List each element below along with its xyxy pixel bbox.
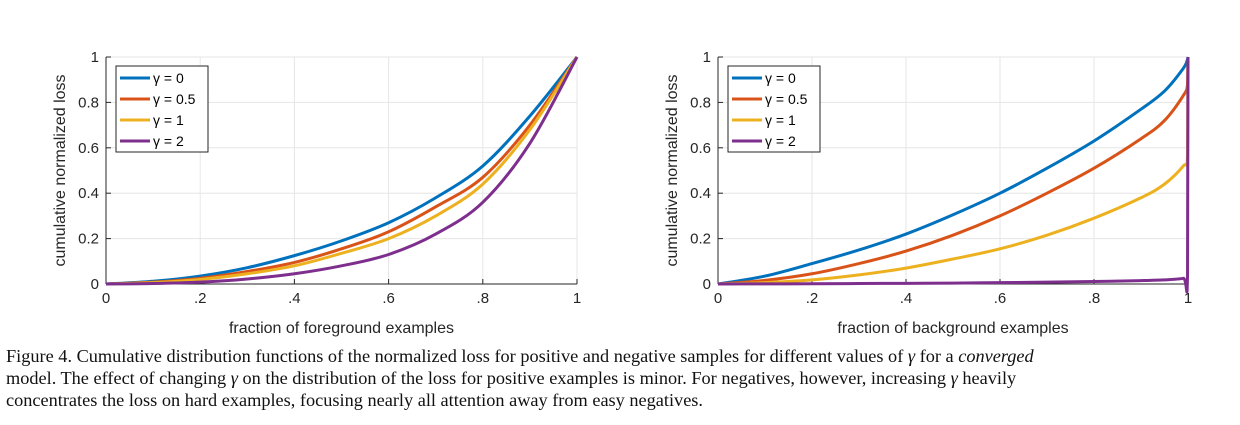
- y-tick-label: 0.8: [690, 94, 711, 111]
- x-tick-label: .4: [900, 290, 913, 307]
- caption-line-3: concentrates the loss on hard examples, …: [6, 389, 1238, 411]
- y-tick-label: 0: [703, 276, 711, 293]
- y-tick-label: 0.6: [690, 140, 711, 157]
- figure-caption: Figure 4. Cumulative distribution functi…: [6, 345, 1238, 411]
- legend-entry: γ = 1: [765, 112, 796, 128]
- y-tick-label: 0.4: [78, 185, 99, 202]
- x-tick-label: .6: [994, 290, 1007, 307]
- legend-entry: γ = 2: [153, 133, 184, 149]
- series-line-2: [105, 56, 579, 286]
- y-tick-label: 0.2: [690, 231, 711, 248]
- caption-text: on the distribution of the loss for posi…: [237, 368, 951, 388]
- legend-box: [115, 65, 209, 153]
- x-tick-label: .8: [477, 290, 490, 307]
- legend-entry: γ = 0: [765, 70, 796, 86]
- x-tick-label: .8: [1088, 290, 1101, 307]
- y-tick-label: 0.2: [78, 231, 99, 248]
- y-tick-label: 0.4: [690, 185, 711, 202]
- caption-text: concentrates the loss on hard examples, …: [6, 390, 703, 410]
- y-tick-label: 0: [91, 276, 99, 293]
- legend-entry: γ = 1: [153, 112, 184, 128]
- series-line-2: [717, 56, 1190, 286]
- x-axis-label: fraction of background examples: [837, 320, 1068, 337]
- caption-text: heavily: [957, 368, 1017, 388]
- y-axis-label: cumulative normalized loss: [664, 74, 681, 266]
- y-tick-label: 0.6: [78, 140, 99, 157]
- y-tick-label: 1: [91, 49, 99, 66]
- x-tick-label: 0: [102, 290, 110, 307]
- legend-entry: γ = 0: [153, 70, 184, 86]
- legend-box: [727, 65, 821, 153]
- caption-line-1: Figure 4. Cumulative distribution functi…: [6, 345, 1238, 367]
- caption-text: Figure 4. Cumulative distribution functi…: [6, 346, 908, 366]
- x-tick-label: 1: [573, 290, 581, 307]
- gamma-symbol: γ: [950, 368, 958, 388]
- series-line-1: [717, 56, 1190, 286]
- y-axis-label: cumulative normalized loss: [52, 74, 69, 266]
- x-tick-label: 0: [714, 290, 722, 307]
- caption-line-2: model. The effect of changing γ on the d…: [6, 367, 1238, 389]
- legend: γ = 0 γ = 0.5 γ = 1 γ = 2: [115, 65, 209, 153]
- caption-text: for a: [915, 346, 959, 366]
- x-axis-label: fraction of foreground examples: [229, 320, 454, 337]
- gamma-symbol: γ: [907, 346, 916, 366]
- caption-text: model. The effect of changing: [6, 368, 231, 388]
- x-tick-label: 1: [1184, 290, 1192, 307]
- y-tick-label: 1: [703, 49, 711, 66]
- series-line-3: [717, 56, 1190, 294]
- x-tick-label: .2: [194, 290, 207, 307]
- x-tick-label: .4: [288, 290, 301, 307]
- legend-entry: γ = 0.5: [765, 91, 808, 107]
- legend: γ = 0 γ = 0.5 γ = 1 γ = 2: [727, 65, 821, 153]
- legend-entry: γ = 0.5: [153, 91, 196, 107]
- x-tick-label: .2: [806, 290, 819, 307]
- y-tick-label: 0.8: [78, 94, 99, 111]
- series-line-3: [105, 56, 579, 286]
- series-line-0: [105, 56, 579, 286]
- x-tick-label: .6: [382, 290, 395, 307]
- gamma-symbol: γ: [230, 368, 238, 388]
- caption-italic-text: converged: [958, 346, 1034, 366]
- legend-entry: γ = 2: [765, 133, 796, 149]
- series-line-0: [717, 56, 1190, 286]
